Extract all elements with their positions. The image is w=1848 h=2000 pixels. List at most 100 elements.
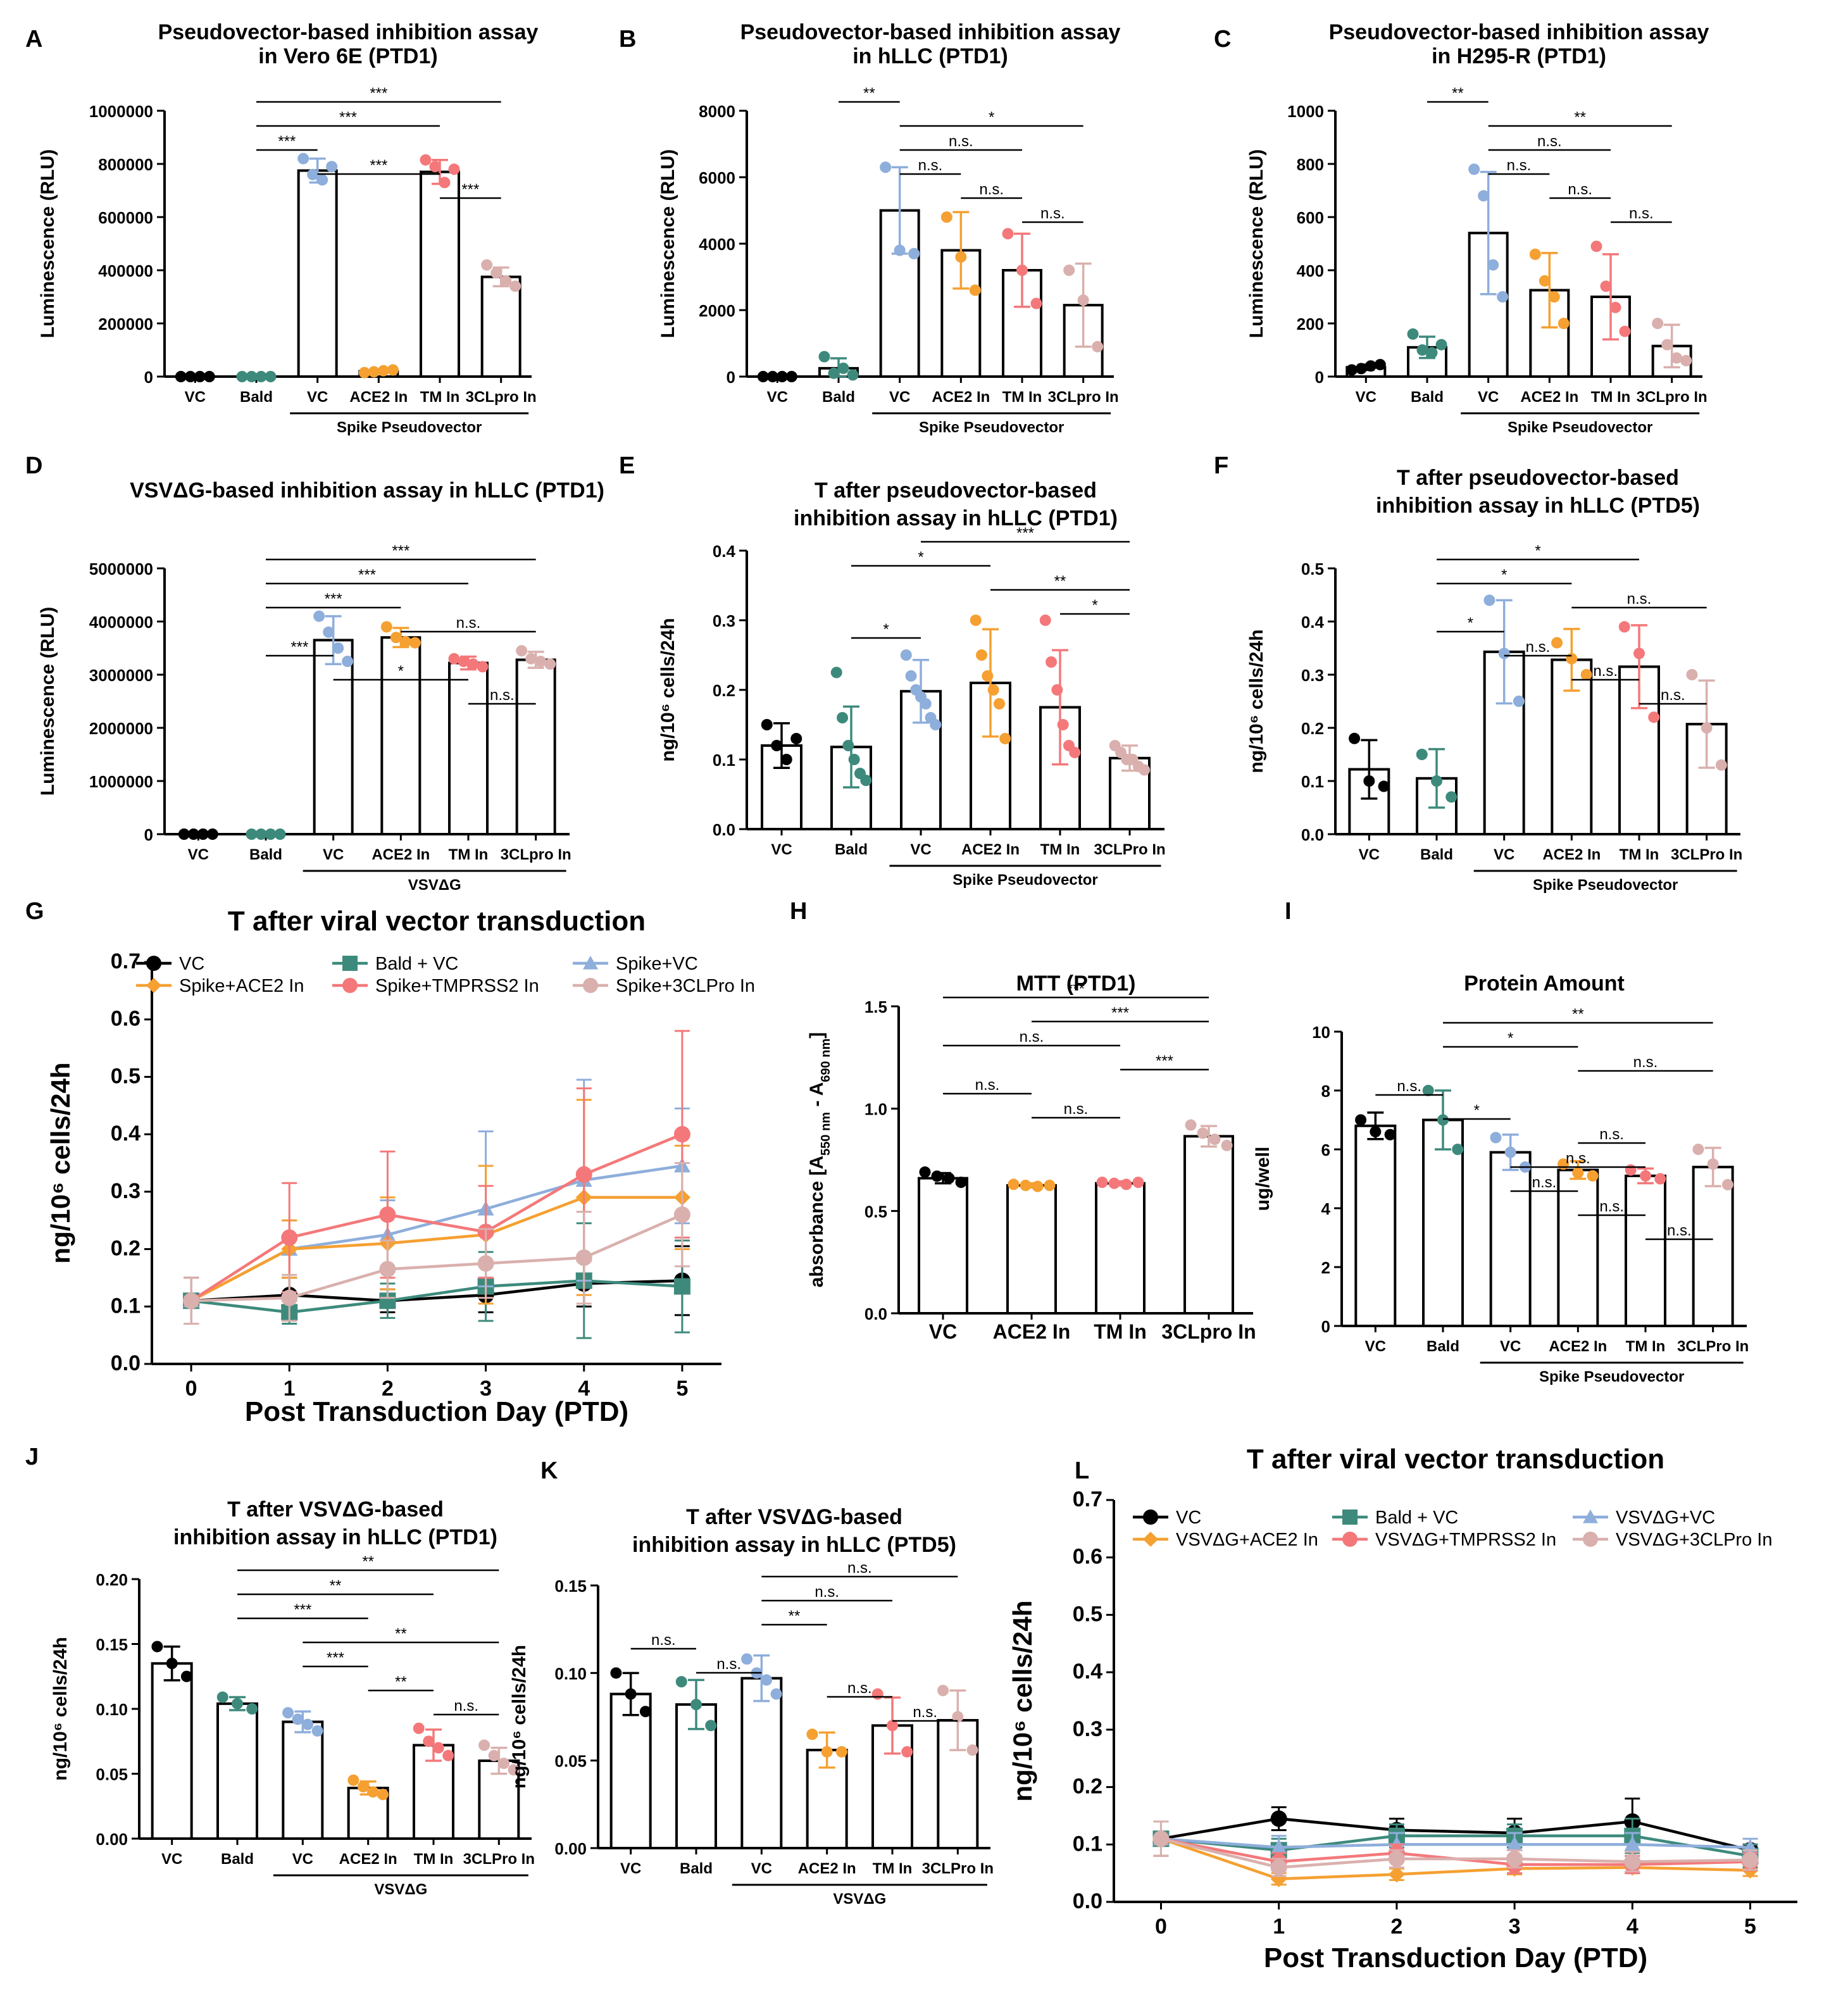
sig-label: ** — [1452, 85, 1464, 102]
x-tick-label: Bald — [1411, 389, 1444, 406]
marker-circle — [477, 1255, 494, 1272]
x-tick-label: Bald — [835, 841, 868, 858]
x-tick-label: ACE2 In — [932, 389, 990, 406]
data-point — [1020, 1179, 1032, 1191]
marker-circle — [379, 1206, 396, 1223]
y-tick-label: 0.5 — [1073, 1602, 1102, 1626]
sig-label: n.s. — [847, 1559, 872, 1577]
sig-label: *** — [1067, 980, 1085, 997]
y-axis-label-part: ] — [806, 1032, 827, 1039]
data-point — [757, 371, 769, 382]
chart-title: inhibition assay in hLLC (PTD5) — [1376, 494, 1700, 518]
data-point — [1572, 1167, 1584, 1179]
y-tick-label: 0.6 — [1073, 1545, 1102, 1569]
bar — [515, 658, 556, 835]
data-point — [930, 719, 942, 730]
y-tick-label: 0.1 — [1301, 772, 1324, 791]
marker-diamond — [1143, 1532, 1158, 1547]
sig-label: *** — [290, 639, 308, 656]
y-axis-label: ng/10⁶ cells/24h — [509, 1645, 530, 1789]
chart-title: Pseudovector-based inhibition assay — [158, 20, 539, 44]
x-tick-label: 3CLPro In — [1094, 841, 1165, 858]
data-point — [488, 1749, 500, 1761]
data-point — [194, 371, 206, 382]
y-tick-label: 0.0 — [111, 1351, 140, 1375]
x-tick-label: Bald — [680, 1860, 713, 1877]
x-tick-label: VC — [620, 1860, 641, 1877]
data-point — [236, 371, 248, 382]
sig-label: ** — [1054, 573, 1066, 590]
data-point — [508, 1764, 520, 1776]
y-tick-label: 0.5 — [865, 1202, 887, 1221]
data-point — [1558, 318, 1570, 329]
sig-label: n.s. — [1537, 133, 1562, 150]
panel-letter: E — [619, 453, 635, 479]
data-point — [835, 1746, 847, 1758]
y-tick-label: 8 — [1321, 1082, 1330, 1101]
data-point — [761, 1674, 773, 1686]
data-point — [197, 828, 209, 840]
data-point — [1680, 354, 1692, 366]
bar — [740, 1677, 783, 1849]
sig-label: n.s. — [1633, 1054, 1658, 1071]
x-tick-label: 3CLpro In — [1637, 389, 1708, 406]
data-point — [1345, 364, 1358, 376]
marker-square — [673, 1278, 690, 1295]
panel-h: H MTT (PTD1) 0.0 0.5 1.0 1.5 absorbance [A550 … — [790, 898, 1256, 1343]
bar — [1625, 1174, 1666, 1327]
panel-letter: I — [1285, 898, 1292, 925]
panel-d: D VSVΔG-based inhibition assay in hLLC (P… — [25, 453, 604, 894]
x-tick-label: ACE2 In — [1520, 389, 1578, 406]
y-tick-label: 0 — [144, 368, 153, 387]
data-point — [830, 666, 842, 678]
sig-label: *** — [327, 1649, 344, 1666]
marker-circle — [379, 1261, 396, 1278]
legend-label: Spike+TMPRSS2 In — [375, 976, 539, 996]
data-point — [1452, 1144, 1464, 1155]
y-tick-label: 600 — [1297, 208, 1324, 227]
y-tick-label: 0.4 — [1301, 613, 1325, 632]
x-tick-label: 3CLPro In — [1671, 846, 1742, 863]
data-point — [498, 1758, 510, 1770]
x-tick-label: TM In — [873, 1860, 913, 1877]
data-point — [908, 247, 920, 259]
y-axis-label: ng/10⁶ cells/24h — [1008, 1600, 1037, 1801]
marker-circle — [575, 1249, 592, 1266]
data-point — [920, 698, 932, 709]
data-point — [255, 828, 267, 840]
data-point — [675, 1676, 687, 1688]
bar — [1006, 1184, 1057, 1315]
sig-label: n.s. — [815, 1584, 839, 1601]
y-tick-label: 0.0 — [1073, 1889, 1102, 1913]
series-line — [190, 1279, 682, 1303]
data-point — [1590, 241, 1602, 253]
marker-circle — [281, 1289, 298, 1306]
data-point — [1185, 1119, 1197, 1131]
data-point — [323, 626, 335, 638]
sig-label: * — [1535, 542, 1540, 559]
x-tick-label: ACE2 In — [349, 389, 408, 406]
data-point — [311, 1725, 323, 1737]
sig-label: n.s. — [1020, 1028, 1044, 1046]
sig-label: n.s. — [1040, 205, 1065, 222]
data-point — [367, 1786, 379, 1798]
y-tick-label: 0.2 — [1301, 719, 1324, 738]
sig-label: n.s. — [1667, 1222, 1692, 1239]
x-tick-label: 0 — [185, 1377, 197, 1401]
sig-label: * — [989, 109, 994, 126]
data-point — [943, 1172, 955, 1184]
y-tick-label: 0.0 — [1301, 825, 1324, 844]
data-point — [1051, 684, 1063, 696]
x-tick-label: 3 — [1509, 1915, 1521, 1939]
y-axis-label-part: - A — [806, 1082, 827, 1112]
x-tick-label: TM In — [449, 846, 489, 863]
sig-label: * — [918, 549, 923, 566]
marker-circle — [1152, 1830, 1170, 1847]
y-tick-label: 4000 — [699, 235, 735, 254]
data-point — [1016, 265, 1028, 276]
data-point — [420, 154, 432, 166]
x-tick-label: VC — [1500, 1338, 1521, 1355]
sig-label: *** — [325, 591, 342, 608]
data-point — [206, 828, 218, 840]
data-point — [1108, 1177, 1120, 1189]
